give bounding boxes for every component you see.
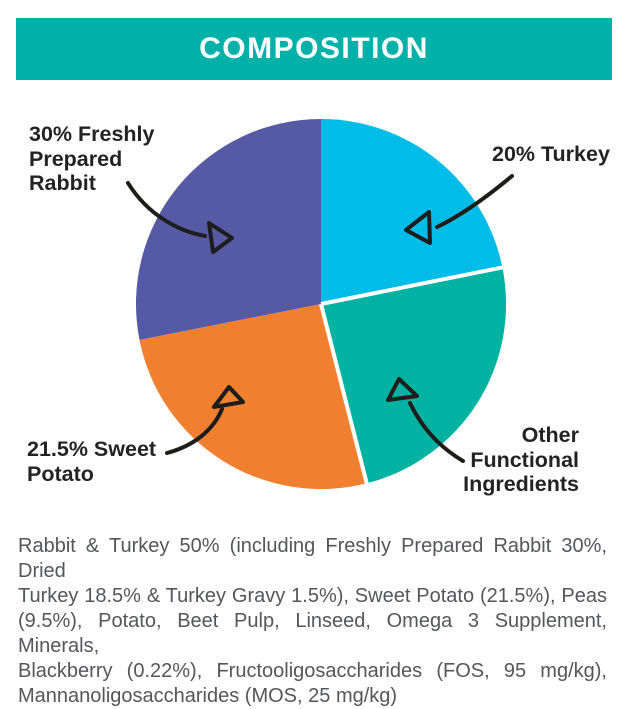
- label-turkey: 20% Turkey: [492, 142, 610, 166]
- label-sweet-potato: 21.5% Sweet Potato: [27, 437, 157, 486]
- composition-line: Rabbit & Turkey 50% (including Freshly P…: [18, 535, 607, 582]
- other-ingredients-arrow: [408, 401, 465, 463]
- pie-slice-other-functional-ingredients: [321, 267, 507, 484]
- pie-slice-turkey: [321, 118, 503, 304]
- rabbit-arrow: [126, 181, 207, 238]
- pie-slice-sweet-potato: [139, 304, 367, 490]
- composition-paragraph: Rabbit & Turkey 50% (including Freshly P…: [18, 534, 607, 709]
- label-rabbit: 30% Freshly Prepared Rabbit: [29, 122, 155, 195]
- pie-chart: [126, 118, 514, 490]
- header-banner: COMPOSITION: [16, 18, 612, 80]
- other-ingredients-arrowhead-icon: [386, 377, 419, 402]
- rabbit-arrowhead-icon: [207, 221, 234, 254]
- sweet-potato-arrowhead-icon: [212, 385, 245, 409]
- turkey-arrow: [435, 174, 514, 229]
- composition-line: (9.5%), Potato, Beet Pulp, Linseed, Omeg…: [18, 610, 607, 657]
- composition-line: Blackberry (0.22%), Fructooligosaccharid…: [18, 660, 607, 682]
- pie-slice-rabbit: [135, 119, 321, 340]
- slice-separators: [319, 265, 503, 484]
- sweet-potato-arrow: [165, 407, 224, 455]
- composition-line: Mannanoligosaccharides (MOS, 25 mg/kg): [18, 685, 398, 707]
- label-other-functional-ingredients: Other Functional Ingredients: [463, 423, 579, 496]
- composition-line: Turkey 18.5% & Turkey Gravy 1.5%), Sweet…: [18, 585, 607, 607]
- slice-separator: [319, 303, 369, 484]
- pie-slices: [135, 118, 507, 490]
- page-title: COMPOSITION: [199, 32, 429, 65]
- infographic: COMPOSITION 30% Freshly Prepared Rabbit …: [16, 18, 612, 707]
- turkey-arrowhead-icon: [404, 210, 432, 245]
- slice-separator: [320, 265, 503, 306]
